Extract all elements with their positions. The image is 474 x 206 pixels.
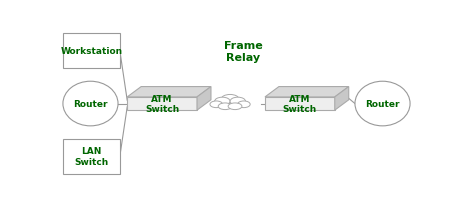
Polygon shape — [197, 87, 211, 111]
Polygon shape — [265, 97, 335, 111]
Text: Workstation: Workstation — [60, 47, 122, 56]
Polygon shape — [335, 87, 349, 111]
Ellipse shape — [215, 98, 230, 106]
Text: LAN
Switch: LAN Switch — [74, 147, 109, 166]
Ellipse shape — [355, 82, 410, 126]
Text: ATM
Switch: ATM Switch — [283, 94, 317, 114]
Ellipse shape — [221, 95, 239, 104]
Polygon shape — [127, 87, 211, 97]
Polygon shape — [63, 139, 120, 174]
Text: Router: Router — [73, 99, 108, 109]
Text: Router: Router — [365, 99, 400, 109]
Text: Frame
Relay: Frame Relay — [224, 41, 262, 62]
Ellipse shape — [218, 103, 232, 110]
Polygon shape — [265, 87, 349, 97]
Ellipse shape — [237, 102, 250, 108]
Ellipse shape — [228, 103, 242, 110]
Polygon shape — [127, 97, 197, 111]
Ellipse shape — [201, 90, 259, 118]
Ellipse shape — [63, 82, 118, 126]
Text: ATM
Switch: ATM Switch — [145, 94, 179, 114]
Polygon shape — [63, 34, 120, 69]
Ellipse shape — [230, 98, 246, 106]
Ellipse shape — [210, 102, 223, 108]
